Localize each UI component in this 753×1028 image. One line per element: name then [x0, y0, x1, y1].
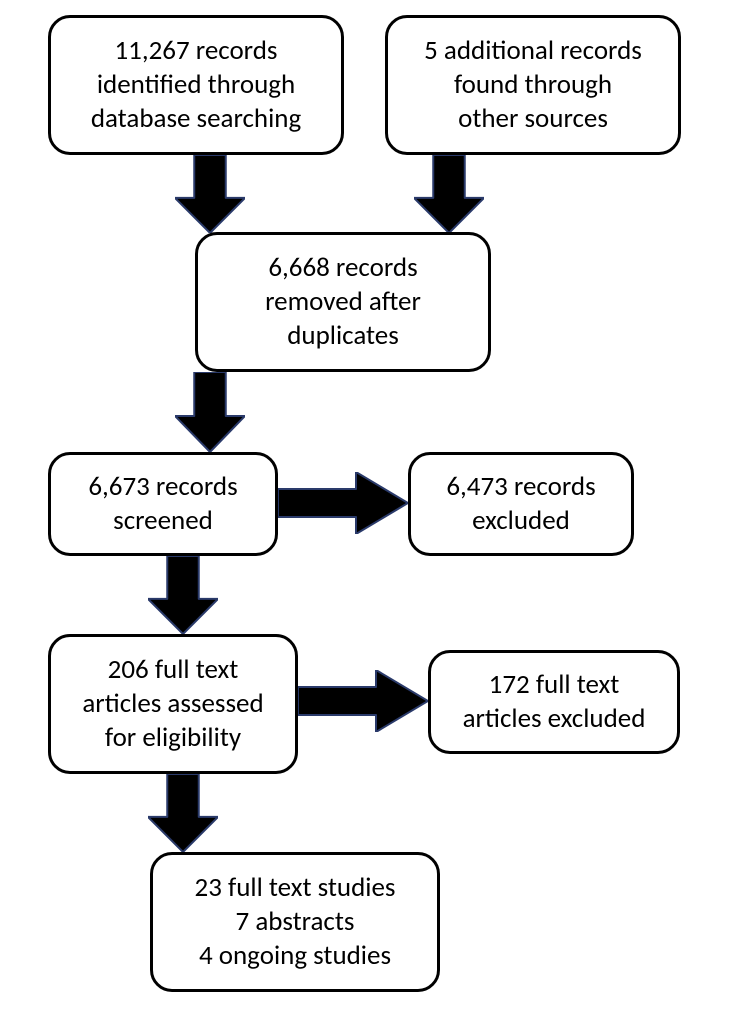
node-additional-line: 5 additional records: [424, 34, 642, 68]
node-after_duplicates: 6,668 recordsremoved afterduplicates: [195, 232, 491, 372]
arrow-a_identified_down: [175, 155, 245, 233]
node-included-line: 4 ongoing studies: [199, 939, 391, 973]
node-excluded_records-line: excluded: [472, 504, 570, 538]
node-assessed-line: for eligibility: [105, 721, 241, 755]
arrow-a_screened_right: [278, 472, 408, 534]
node-after_duplicates-line: 6,668 records: [268, 251, 417, 285]
node-excluded_fulltext-line: 172 full text: [489, 668, 620, 702]
node-after_duplicates-line: duplicates: [287, 319, 399, 353]
arrow-a_afterdup_down: [175, 372, 245, 452]
node-identified-line: database searching: [91, 102, 301, 136]
node-assessed: 206 full textarticles assessedfor eligib…: [48, 634, 298, 774]
arrow-a_screened_down: [148, 556, 218, 634]
node-included: 23 full text studies7 abstracts4 ongoing…: [150, 852, 440, 992]
node-after_duplicates-line: removed after: [265, 285, 421, 319]
node-identified-line: identified through: [97, 68, 295, 102]
node-excluded_fulltext: 172 full textarticles excluded: [428, 650, 680, 754]
node-identified: 11,267 recordsidentified throughdatabase…: [48, 15, 344, 155]
node-screened-line: 6,673 records: [88, 470, 237, 504]
node-additional-line: found through: [454, 68, 612, 102]
node-excluded_fulltext-line: articles excluded: [463, 702, 646, 736]
node-included-line: 7 abstracts: [236, 905, 355, 939]
node-additional-line: other sources: [458, 102, 608, 136]
node-screened: 6,673 recordsscreened: [48, 452, 278, 556]
node-included-line: 23 full text studies: [195, 871, 396, 905]
node-additional: 5 additional recordsfound throughother s…: [385, 15, 681, 155]
node-assessed-line: articles assessed: [82, 687, 263, 721]
node-screened-line: screened: [113, 504, 213, 538]
node-excluded_records-line: 6,473 records: [446, 470, 595, 504]
node-excluded_records: 6,473 recordsexcluded: [408, 452, 634, 556]
node-assessed-line: 206 full text: [108, 653, 239, 687]
arrow-a_assessed_right: [298, 670, 428, 732]
arrow-a_additional_down: [414, 155, 484, 233]
node-identified-line: 11,267 records: [115, 34, 278, 68]
arrow-a_assessed_down: [148, 774, 218, 852]
